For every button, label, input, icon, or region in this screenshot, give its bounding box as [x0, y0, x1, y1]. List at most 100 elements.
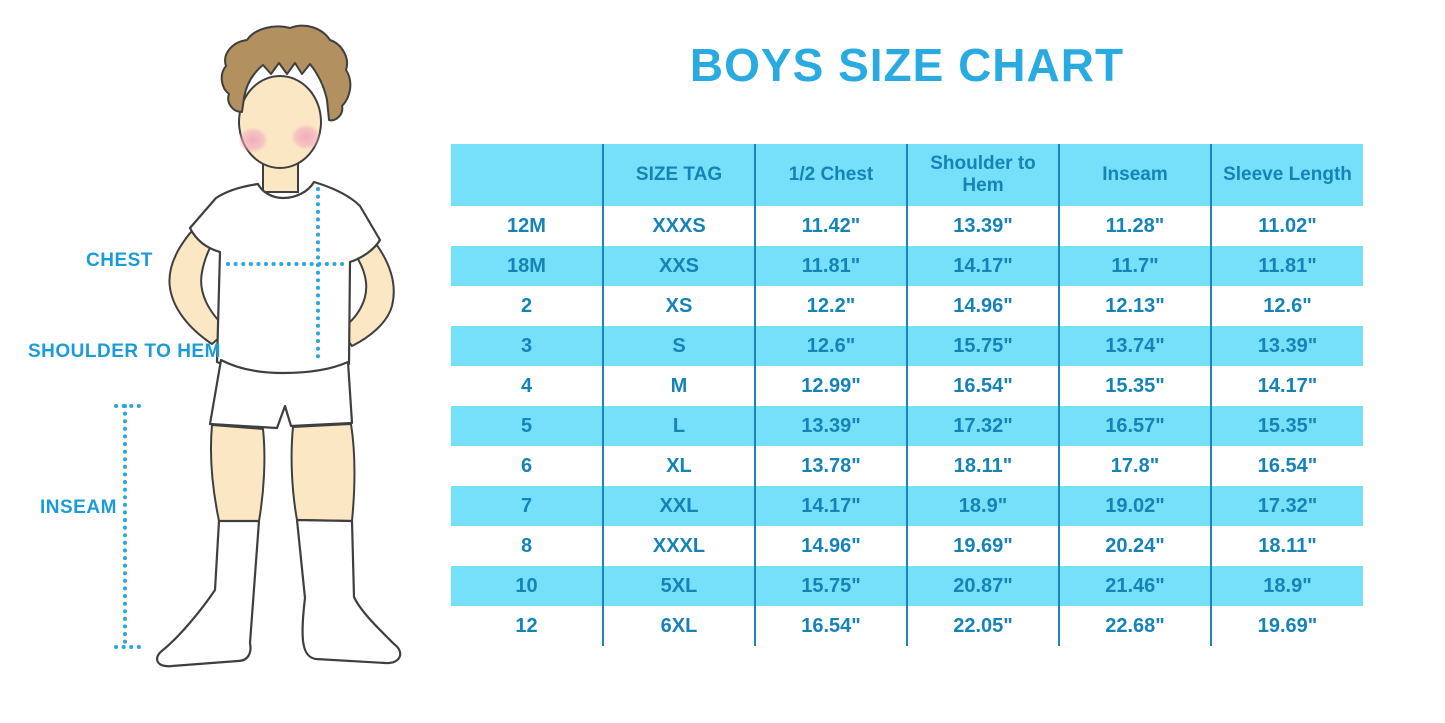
table-cell: 13.78"	[754, 446, 907, 486]
table-cell: 19.02"	[1058, 486, 1211, 526]
table-cell: 12.6"	[754, 326, 907, 366]
boy-sock-right	[295, 518, 402, 665]
table-cell: 12.6"	[1210, 286, 1363, 326]
table-cell: XXS	[602, 246, 755, 286]
table-cell: 12.13"	[1058, 286, 1211, 326]
measurement-figure: CHEST SHOULDER TO HEM INSEAM	[0, 0, 450, 723]
table-cell: 11.28"	[1058, 206, 1211, 246]
table-cell: 19.69"	[906, 526, 1059, 566]
table-cell: 15.35"	[1210, 406, 1363, 446]
table-cell: 15.75"	[754, 566, 907, 606]
table-row: 18M XXS 11.81" 14.17" 11.7" 11.81"	[451, 246, 1363, 286]
table-cell: 18M	[451, 246, 603, 286]
table-cell: M	[602, 366, 755, 406]
table-cell: 13.39"	[1210, 326, 1363, 366]
table-row: 10 5XL 15.75" 20.87" 21.46" 18.9"	[451, 566, 1363, 606]
boy-hair	[220, 24, 352, 122]
column-header-size	[451, 144, 603, 206]
table-cell: 15.35"	[1058, 366, 1211, 406]
table-cell: 20.24"	[1058, 526, 1211, 566]
table-cell: 6XL	[602, 606, 755, 646]
table-cell: 13.74"	[1058, 326, 1211, 366]
table-cell: 14.17"	[1210, 366, 1363, 406]
table-cell: 3	[451, 326, 603, 366]
table-cell: 18.11"	[1210, 526, 1363, 566]
table-cell: 17.32"	[1210, 486, 1363, 526]
table-cell: 11.7"	[1058, 246, 1211, 286]
boy-sock-left	[155, 519, 261, 668]
table-cell: 5	[451, 406, 603, 446]
size-table: SIZE TAG 1/2 Chest Shoulder to Hem Insea…	[451, 144, 1363, 646]
table-cell: XXXL	[602, 526, 755, 566]
table-row: 5 L 13.39" 17.32" 16.57" 15.35"	[451, 406, 1363, 446]
table-cell: 4	[451, 366, 603, 406]
table-cell: 18.11"	[906, 446, 1059, 486]
chest-label: CHEST	[86, 250, 153, 271]
table-cell: 20.87"	[906, 566, 1059, 606]
column-header-inseam: Inseam	[1058, 144, 1211, 206]
table-cell: 16.54"	[1210, 446, 1363, 486]
inseam-label: INSEAM	[40, 497, 117, 518]
table-cell: 8	[451, 526, 603, 566]
table-cell: 16.57"	[1058, 406, 1211, 446]
table-cell: 11.81"	[1210, 246, 1363, 286]
table-row: 3 S 12.6" 15.75" 13.74" 13.39"	[451, 326, 1363, 366]
table-cell: 22.05"	[906, 606, 1059, 646]
boy-cheek-right	[291, 124, 321, 150]
table-row: 12M XXXS 11.42" 13.39" 11.28" 11.02"	[451, 206, 1363, 246]
table-cell: 14.17"	[906, 246, 1059, 286]
table-cell: 21.46"	[1058, 566, 1211, 606]
boy-leg-left	[210, 424, 266, 522]
page-title: BOYS SIZE CHART	[689, 39, 1125, 91]
table-cell: 12M	[451, 206, 603, 246]
column-header-sleeve-length: Sleeve Length	[1210, 144, 1363, 206]
table-cell: 15.75"	[906, 326, 1059, 366]
table-cell: XL	[602, 446, 755, 486]
table-cell: 12	[451, 606, 603, 646]
table-cell: 12.99"	[754, 366, 907, 406]
table-row: 6 XL 13.78" 18.11" 17.8" 16.54"	[451, 446, 1363, 486]
table-cell: 7	[451, 486, 603, 526]
table-cell: 18.9"	[1210, 566, 1363, 606]
table-cell: 14.96"	[754, 526, 907, 566]
table-cell: 2	[451, 286, 603, 326]
table-row: 12 6XL 16.54" 22.05" 22.68" 19.69"	[451, 606, 1363, 646]
table-row: 7 XXL 14.17" 18.9" 19.02" 17.32"	[451, 486, 1363, 526]
table-cell: 12.2"	[754, 286, 907, 326]
table-cell: 10	[451, 566, 603, 606]
table-cell: 14.17"	[754, 486, 907, 526]
column-header-size-tag: SIZE TAG	[602, 144, 755, 206]
shoulder-to-hem-label: SHOULDER TO HEM	[28, 341, 221, 362]
table-cell: 11.02"	[1210, 206, 1363, 246]
table-row: 8 XXXL 14.96" 19.69" 20.24" 18.11"	[451, 526, 1363, 566]
table-cell: 5XL	[602, 566, 755, 606]
table-row: 2 XS 12.2" 14.96" 12.13" 12.6"	[451, 286, 1363, 326]
table-cell: 22.68"	[1058, 606, 1211, 646]
table-cell: 14.96"	[906, 286, 1059, 326]
table-cell: 11.42"	[754, 206, 907, 246]
table-cell: 16.54"	[906, 366, 1059, 406]
column-header-half-chest: 1/2 Chest	[754, 144, 907, 206]
table-cell: XXXS	[602, 206, 755, 246]
boy-illustration	[114, 24, 402, 668]
boy-cheek-left	[238, 127, 268, 153]
table-cell: 13.39"	[906, 206, 1059, 246]
column-header-shoulder-to-hem: Shoulder to Hem	[906, 144, 1059, 206]
table-cell: 17.8"	[1058, 446, 1211, 486]
table-cell: XXL	[602, 486, 755, 526]
table-cell: 16.54"	[754, 606, 907, 646]
table-cell: 18.9"	[906, 486, 1059, 526]
boy-face	[238, 75, 322, 169]
table-cell: XS	[602, 286, 755, 326]
table-cell: 13.39"	[754, 406, 907, 446]
header-row: SIZE TAG 1/2 Chest Shoulder to Hem Insea…	[451, 144, 1363, 206]
table-row: 4 M 12.99" 16.54" 15.35" 14.17"	[451, 366, 1363, 406]
table-cell: L	[602, 406, 755, 446]
boy-leg-right	[290, 423, 356, 522]
table-cell: 11.81"	[754, 246, 907, 286]
table-cell: S	[602, 326, 755, 366]
boy-arm-left	[168, 219, 229, 345]
table-cell: 6	[451, 446, 603, 486]
table-cell: 19.69"	[1210, 606, 1363, 646]
